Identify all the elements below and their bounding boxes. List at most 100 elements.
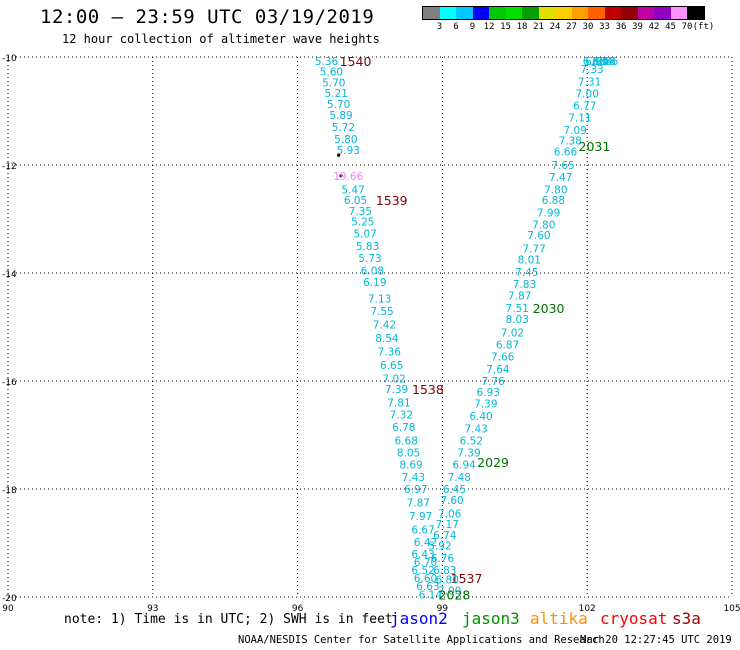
legend-label: (ft) bbox=[692, 22, 715, 32]
legend-label: 6 bbox=[453, 22, 459, 32]
wave-height-value: 7.87 bbox=[407, 498, 430, 510]
wave-height-value: 7.33 bbox=[580, 64, 603, 76]
legend-label: 21 bbox=[533, 22, 544, 32]
wave-height-value: 5.70 bbox=[322, 77, 345, 89]
y-tick-label: -20 bbox=[2, 594, 17, 604]
wave-height-value: 7.97 bbox=[409, 511, 432, 523]
wave-height-value: 7.00 bbox=[438, 586, 461, 598]
map-subtitle: 12 hour collection of altimeter wave hei… bbox=[62, 32, 380, 46]
x-tick-label: 105 bbox=[723, 604, 740, 614]
wave-height-value: 5.89 bbox=[329, 110, 352, 122]
legend-label: 30 bbox=[582, 22, 594, 32]
satellite-label-cryosat: cryosat bbox=[600, 609, 668, 628]
wave-height-value: 6.77 bbox=[573, 101, 596, 113]
wave-height-value: 6.78 bbox=[392, 422, 415, 434]
wave-height-value: 7.43 bbox=[402, 472, 425, 484]
legend-swatch bbox=[687, 7, 704, 19]
marker-dot bbox=[339, 174, 343, 178]
map-title: 12:00 — 23:59 UTC 03/19/2019 bbox=[40, 6, 375, 28]
legend-swatches bbox=[422, 6, 705, 20]
legend-label: 36 bbox=[615, 22, 627, 32]
wave-height-value: 5.93 bbox=[337, 145, 360, 157]
satellite-label-jason3: jason3 bbox=[462, 609, 520, 628]
wave-height-value: 7.39 bbox=[457, 447, 480, 459]
legend-label: 70 bbox=[681, 22, 693, 32]
legend-swatch bbox=[588, 7, 605, 19]
wave-height-value: 6.83 bbox=[583, 56, 606, 68]
pass-time-label: 1539 bbox=[376, 193, 408, 208]
wave-height-value: 7.39 bbox=[474, 399, 497, 411]
wave-height-value: 5.83 bbox=[356, 241, 379, 253]
wave-height-value: 6.08 bbox=[361, 265, 384, 277]
wave-height-value: 8.05 bbox=[397, 447, 420, 459]
wave-height-value: 8.03 bbox=[506, 314, 529, 326]
pass-time-label: 2031 bbox=[579, 139, 611, 154]
wave-height-value: 7.80 bbox=[544, 184, 567, 196]
wave-height-value: 6.65 bbox=[380, 360, 403, 372]
wave-height-value: 7.48 bbox=[448, 472, 471, 484]
wave-height-value: 6.40 bbox=[469, 411, 492, 423]
marker-dot bbox=[337, 153, 341, 157]
credit-text: NOAA/NESDIS Center for Satellite Applica… bbox=[238, 634, 605, 646]
wave-height-value: 7.11 bbox=[568, 112, 591, 124]
wave-height-value: 7.55 bbox=[370, 306, 393, 318]
wave-height-value: 7.31 bbox=[578, 76, 601, 88]
wave-height-value: 7.47 bbox=[549, 172, 572, 184]
wave-height-value: 6.60 bbox=[414, 573, 437, 585]
wave-height-value: 5.47 bbox=[341, 184, 364, 196]
legend-swatch bbox=[604, 7, 621, 19]
x-tick-label: 99 bbox=[437, 604, 449, 614]
wave-height-value: 6.52 bbox=[460, 435, 483, 447]
legend-swatch bbox=[423, 7, 440, 19]
legend-swatch bbox=[654, 7, 671, 19]
wave-height-value: 7.43 bbox=[464, 424, 487, 436]
wave-height-value: 7.06 bbox=[438, 508, 462, 520]
y-tick-label: -14 bbox=[2, 270, 17, 280]
wave-height-value: 8.54 bbox=[375, 333, 399, 345]
wave-height-value: 6.58 bbox=[592, 56, 615, 68]
satellite-label-s3a: s3a bbox=[672, 609, 701, 628]
wave-height-value: 6.76 bbox=[431, 553, 455, 565]
wave-height-value: 7.81 bbox=[387, 398, 410, 410]
footer-note: note: 1) Time is in UTC; 2) SWH is in fe… bbox=[64, 612, 393, 627]
pass-time-label: 2029 bbox=[477, 455, 509, 470]
legend-label: 18 bbox=[516, 22, 528, 32]
x-tick-label: 96 bbox=[292, 604, 304, 614]
wave-height-value: 7.76 bbox=[481, 376, 505, 388]
legend-label: 33 bbox=[599, 22, 610, 32]
wave-height-value: 8.01 bbox=[518, 255, 541, 267]
wave-height-value: 7.84 bbox=[590, 56, 614, 68]
wave-height-value: 5.92 bbox=[428, 541, 451, 553]
legend-swatch bbox=[489, 7, 506, 19]
wave-height-value: 6.80 bbox=[436, 575, 459, 587]
x-tick-label: 93 bbox=[147, 604, 158, 614]
x-tick-label: 90 bbox=[2, 604, 14, 614]
wave-height-value: 7.60 bbox=[527, 230, 550, 242]
wave-height-value: 6.87 bbox=[496, 339, 519, 351]
y-tick-label: -12 bbox=[2, 162, 17, 172]
legend-label: 12 bbox=[483, 22, 495, 32]
wave-height-value: 5.80 bbox=[334, 134, 357, 146]
wave-height-value: 6.05 bbox=[344, 195, 367, 207]
legend-swatch bbox=[456, 7, 473, 19]
legend-label: 24 bbox=[549, 22, 561, 32]
wave-height-value: 6.86 bbox=[595, 56, 619, 68]
legend-swatch bbox=[571, 7, 588, 19]
wave-height-value: 5.72 bbox=[332, 122, 355, 134]
wave-height-value: 7.35 bbox=[349, 206, 372, 218]
wave-height-value: 6.14 bbox=[419, 589, 443, 601]
legend-swatch bbox=[555, 7, 572, 19]
wave-height-value: 7.65 bbox=[551, 160, 574, 172]
color-legend: 3 6 9 12 15 18 21 24 27 30 33 36 39 42 45 70 (ft) bbox=[422, 6, 715, 34]
wave-height-value: 7.36 bbox=[378, 346, 402, 358]
wave-height-value: 7.13 bbox=[368, 293, 391, 305]
y-tick-label: -16 bbox=[2, 378, 17, 388]
wave-height-value: 6.83 bbox=[433, 565, 456, 577]
wave-height-value: 5.36 bbox=[315, 56, 339, 68]
legend-label: 27 bbox=[566, 22, 577, 32]
pass-time-label: 2028 bbox=[439, 587, 471, 602]
legend-label: 39 bbox=[632, 22, 643, 32]
legend-labels: 3 6 9 12 15 18 21 24 27 30 33 36 39 42 45 70 (ft) bbox=[422, 20, 715, 34]
pass-time-label: 1538 bbox=[412, 382, 444, 397]
